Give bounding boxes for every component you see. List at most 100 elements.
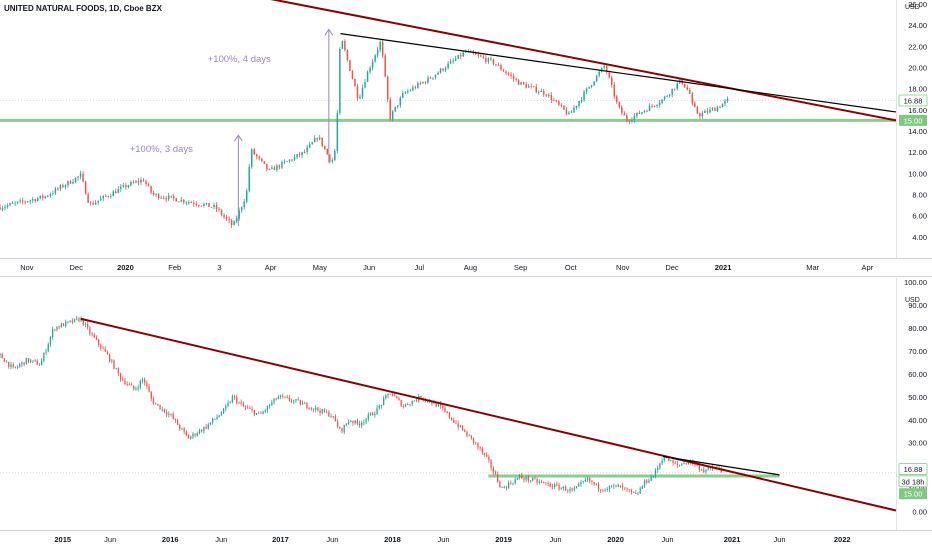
candle-body bbox=[543, 482, 545, 483]
candle-body bbox=[617, 484, 619, 487]
candle-body bbox=[42, 195, 44, 198]
candle-body bbox=[165, 412, 168, 415]
candle-body bbox=[261, 158, 263, 162]
candle-body bbox=[260, 412, 262, 414]
y-tick-label: 26.00 bbox=[908, 0, 927, 9]
candle-body bbox=[21, 200, 24, 202]
candle-body bbox=[110, 196, 112, 197]
candle-body bbox=[492, 467, 494, 473]
candle-body bbox=[278, 165, 281, 168]
candle-body bbox=[422, 81, 424, 84]
candle-body bbox=[62, 323, 65, 327]
candle-body bbox=[650, 476, 652, 481]
candle-body bbox=[657, 467, 659, 471]
candle-body bbox=[453, 419, 455, 423]
candle-body bbox=[503, 486, 505, 488]
candle-body bbox=[296, 154, 298, 157]
candle-body bbox=[652, 476, 654, 478]
candle-body bbox=[107, 196, 110, 197]
candle-body bbox=[301, 152, 303, 156]
candle-body bbox=[706, 110, 709, 113]
candle-body bbox=[137, 181, 140, 183]
candle-body bbox=[198, 205, 200, 206]
candle-body bbox=[271, 167, 273, 169]
candle-body bbox=[258, 156, 261, 159]
candle-body bbox=[170, 413, 172, 415]
candle-body bbox=[273, 398, 275, 403]
candle-body bbox=[43, 353, 45, 361]
candle-body bbox=[479, 447, 481, 449]
candle-body bbox=[404, 92, 407, 94]
candle-body bbox=[253, 410, 255, 415]
candle-body bbox=[344, 40, 346, 51]
candle-body bbox=[719, 107, 721, 108]
candle-body bbox=[372, 413, 374, 416]
candle-body bbox=[72, 182, 74, 184]
candle-body bbox=[139, 381, 141, 388]
candle-body bbox=[190, 202, 193, 203]
candle-body bbox=[354, 78, 356, 87]
candle-body bbox=[306, 147, 308, 153]
candle-body bbox=[193, 202, 195, 205]
x-tick-label: Jul bbox=[415, 263, 425, 272]
candle-body bbox=[670, 460, 672, 462]
candle-body bbox=[170, 195, 172, 197]
candle-body bbox=[447, 63, 449, 69]
candle-body bbox=[578, 101, 580, 106]
candle-body bbox=[704, 110, 706, 113]
candle-body bbox=[25, 358, 27, 365]
candle-body bbox=[608, 485, 611, 490]
chart-pane-2: 100.00 90.00 80.00 70.00 60.00 50.00 40.00 30.0… bbox=[0, 278, 932, 544]
candle-body bbox=[288, 397, 291, 401]
candle-body bbox=[185, 431, 188, 436]
candle-body bbox=[286, 161, 288, 162]
candle-body bbox=[185, 202, 188, 204]
candle-body bbox=[661, 99, 663, 103]
candle-body bbox=[486, 454, 488, 457]
annotation-label: +100%, 3 days bbox=[130, 144, 193, 155]
candle-body bbox=[366, 71, 369, 83]
candle-body bbox=[374, 414, 376, 416]
candle-body bbox=[341, 40, 344, 49]
candle-body bbox=[58, 326, 60, 328]
candle-body bbox=[621, 107, 623, 114]
candle-body bbox=[231, 396, 234, 403]
candle-body bbox=[148, 386, 150, 393]
candle-body bbox=[208, 203, 210, 207]
candle-body bbox=[683, 463, 685, 465]
candle-body bbox=[429, 77, 432, 79]
candle-body bbox=[483, 452, 486, 455]
candle-body bbox=[626, 488, 628, 490]
candle-body bbox=[459, 425, 462, 428]
candle-body bbox=[497, 65, 500, 66]
candle-body bbox=[446, 411, 448, 413]
candle-body bbox=[358, 423, 361, 426]
candle-body bbox=[95, 337, 98, 340]
candle-body bbox=[130, 384, 133, 386]
candle-body bbox=[165, 198, 167, 200]
candle-body bbox=[611, 485, 613, 487]
candle-body bbox=[714, 468, 716, 470]
candle-body bbox=[553, 100, 555, 101]
candle-body bbox=[703, 469, 705, 472]
price-label: 16.88 bbox=[904, 465, 923, 474]
x-tick-label: Apr bbox=[265, 263, 277, 272]
candle-body bbox=[79, 173, 82, 177]
candle-body bbox=[16, 366, 19, 368]
candle-body bbox=[196, 433, 198, 436]
candle-body bbox=[172, 414, 174, 419]
candle-body bbox=[102, 348, 104, 350]
x-tick-label: 2022 bbox=[834, 535, 851, 544]
candle-body bbox=[578, 484, 580, 487]
candle-body bbox=[236, 397, 238, 403]
y-tick-label: 40.00 bbox=[908, 416, 927, 425]
candle-body bbox=[525, 476, 527, 480]
candle-body bbox=[132, 182, 135, 184]
candle-body bbox=[269, 405, 271, 407]
candle-body bbox=[321, 409, 323, 413]
y-tick-label: 16.00 bbox=[908, 106, 927, 115]
candle-body bbox=[315, 407, 317, 410]
candle-body bbox=[532, 478, 534, 481]
candle-body bbox=[117, 188, 120, 194]
